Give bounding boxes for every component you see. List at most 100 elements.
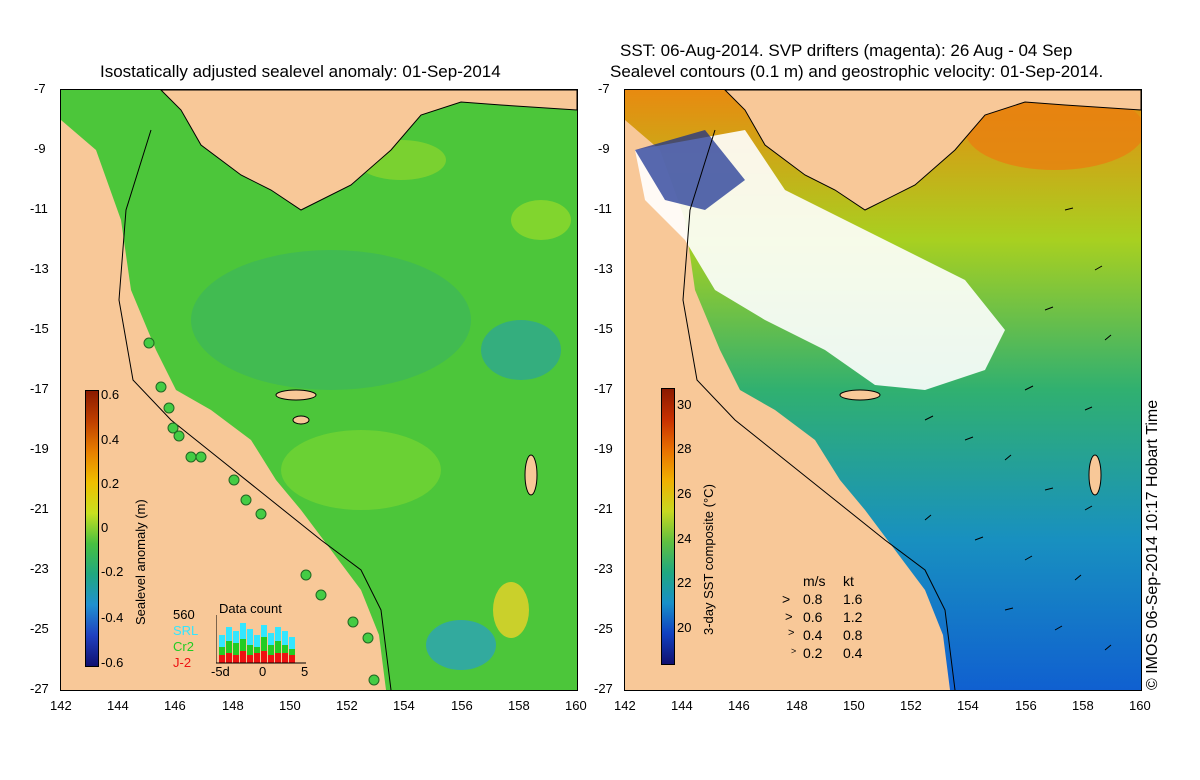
lat-tick: -27 bbox=[594, 681, 613, 696]
velocity-legend-value: 0.6 bbox=[803, 609, 823, 625]
lat-tick: -21 bbox=[594, 501, 613, 516]
data-count-j2: J-2 bbox=[173, 655, 192, 670]
lat-tick: -25 bbox=[30, 621, 49, 636]
island bbox=[292, 415, 310, 425]
lat-tick: -17 bbox=[594, 381, 613, 396]
colorbar-label: Sealevel anomaly (m) bbox=[133, 499, 148, 625]
lat-tick: -9 bbox=[598, 141, 610, 156]
data-count-axis-label: -5d bbox=[211, 664, 230, 679]
lon-tick: 142 bbox=[614, 698, 636, 713]
lon-tick: 154 bbox=[393, 698, 415, 713]
lon-tick: 142 bbox=[50, 698, 72, 713]
lon-tick: 148 bbox=[222, 698, 244, 713]
lon-tick: 146 bbox=[728, 698, 750, 713]
sst-map-graphic bbox=[625, 90, 1141, 690]
imos-credit: © IMOS 06-Sep-2014 10:17 Hobart Time bbox=[1144, 399, 1161, 690]
data-count-axis-label: 5 bbox=[301, 664, 309, 679]
lon-tick: 160 bbox=[565, 698, 587, 713]
lat-tick: -9 bbox=[34, 141, 46, 156]
lon-tick: 156 bbox=[451, 698, 473, 713]
sst-colorbar-tick: 22 bbox=[677, 575, 692, 590]
shelf-contour bbox=[682, 129, 956, 690]
data-count-cr2: Cr2 bbox=[173, 639, 194, 654]
right-panel-title-line2: Sealevel contours (0.1 m) and geostrophi… bbox=[610, 62, 1104, 81]
colorbar-tick: 0.4 bbox=[101, 432, 120, 447]
lon-tick: 152 bbox=[336, 698, 358, 713]
colorbar-tick: -0.2 bbox=[101, 564, 124, 579]
lon-tick: 152 bbox=[900, 698, 922, 713]
velocity-legend-arrow: > bbox=[785, 609, 793, 624]
velocity-legend-value: 0.4 bbox=[803, 627, 823, 643]
velocity-legend-value: 0.4 bbox=[843, 645, 863, 661]
lat-tick: -19 bbox=[594, 441, 613, 456]
lat-tick: -15 bbox=[30, 321, 49, 336]
data-count-srl: SRL bbox=[173, 623, 199, 638]
lat-tick: -11 bbox=[594, 201, 612, 216]
anomaly-colorbar bbox=[85, 390, 99, 667]
colorbar-tick: 0.2 bbox=[101, 476, 120, 491]
colorbar-tick: -0.6 bbox=[101, 655, 124, 670]
velocity-legend-value: 1.6 bbox=[843, 591, 863, 607]
lat-tick: -17 bbox=[30, 381, 49, 396]
sst-map: 30 28 26 24 22 20 3-day SST composite (°… bbox=[624, 89, 1142, 691]
png-land bbox=[724, 90, 1141, 211]
lat-tick: -7 bbox=[598, 81, 610, 96]
velocity-legend-value: 0.8 bbox=[843, 627, 863, 643]
lat-tick: -25 bbox=[594, 621, 613, 636]
sst-colorbar-tick: 28 bbox=[677, 441, 692, 456]
sst-colorbar-tick: 24 bbox=[677, 531, 692, 546]
velocity-arrows bbox=[924, 207, 1112, 651]
anomaly-blob bbox=[426, 620, 496, 670]
velocity-legend-arrow: > bbox=[782, 591, 791, 607]
lat-tick: -13 bbox=[30, 261, 49, 276]
anomaly-blob bbox=[281, 430, 441, 510]
island bbox=[1088, 454, 1102, 496]
lon-tick: 146 bbox=[164, 698, 186, 713]
lat-tick: -23 bbox=[594, 561, 613, 576]
lon-tick: 160 bbox=[1129, 698, 1151, 713]
velocity-legend-header-ms: m/s bbox=[803, 573, 826, 589]
colorbar-tick: -0.4 bbox=[101, 610, 124, 625]
anomaly-blob bbox=[191, 250, 471, 390]
anomaly-blob bbox=[481, 320, 561, 380]
lat-tick: -27 bbox=[30, 681, 49, 696]
sst-colorbar-tick: 20 bbox=[677, 620, 692, 635]
colorbar-tick: 0 bbox=[101, 520, 109, 535]
colorbar-tick: 0.6 bbox=[101, 387, 120, 402]
sealevel-anomaly-map-graphic bbox=[61, 90, 577, 690]
lat-tick: -11 bbox=[30, 201, 48, 216]
left-panel-title: Isostatically adjusted sealevel anomaly:… bbox=[100, 62, 501, 81]
shelf-contour bbox=[118, 129, 392, 690]
tide-stations bbox=[143, 337, 380, 686]
lon-tick: 156 bbox=[1015, 698, 1037, 713]
lat-tick: -7 bbox=[34, 81, 46, 96]
data-count-title: Data count bbox=[219, 601, 282, 616]
lon-tick: 150 bbox=[279, 698, 301, 713]
sst-colorbar-label: 3-day SST composite (°C) bbox=[701, 484, 716, 635]
island bbox=[275, 389, 317, 401]
velocity-legend-arrow: > bbox=[788, 627, 795, 639]
lon-tick: 154 bbox=[957, 698, 979, 713]
island bbox=[524, 454, 538, 496]
lon-tick: 144 bbox=[107, 698, 129, 713]
data-count-histogram bbox=[216, 615, 306, 664]
cloud-dark bbox=[635, 130, 745, 210]
anomaly-blob bbox=[511, 200, 571, 240]
lon-tick: 158 bbox=[508, 698, 530, 713]
lon-tick: 148 bbox=[786, 698, 808, 713]
lon-tick: 150 bbox=[843, 698, 865, 713]
velocity-legend-value: 0.8 bbox=[803, 591, 823, 607]
lon-tick: 158 bbox=[1072, 698, 1094, 713]
sst-colorbar-tick: 30 bbox=[677, 397, 692, 412]
velocity-legend-value: 0.2 bbox=[803, 645, 823, 661]
island bbox=[839, 389, 881, 401]
sst-colorbar bbox=[661, 388, 675, 665]
ocean-area bbox=[61, 90, 577, 690]
velocity-legend-header-kt: kt bbox=[843, 573, 854, 589]
warm-water bbox=[965, 90, 1141, 170]
data-count-total: 560 bbox=[173, 607, 195, 622]
lat-tick: -23 bbox=[30, 561, 49, 576]
right-panel-title-line1: SST: 06-Aug-2014. SVP drifters (magenta)… bbox=[620, 41, 1073, 60]
lat-tick: -19 bbox=[30, 441, 49, 456]
data-count-axis-label: 0 bbox=[259, 664, 267, 679]
